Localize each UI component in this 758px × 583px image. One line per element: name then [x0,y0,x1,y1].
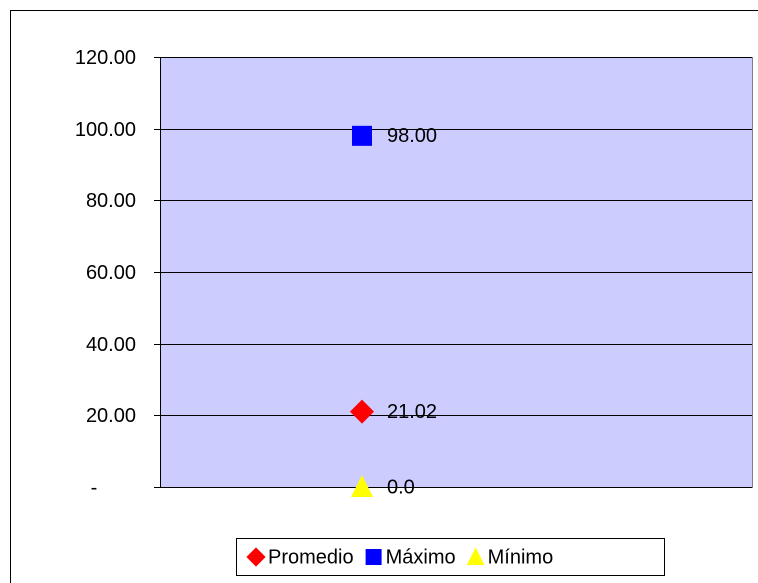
y-tick-label: - [91,477,98,499]
legend-label: Máximo [386,546,456,568]
data-point [350,399,374,424]
legend-marker [246,547,266,567]
y-tick-label: 120.00 [75,47,136,69]
y-tick-label: 20.00 [86,405,136,427]
legend-label: Promedio [268,546,354,568]
data-label: 0.0 [387,476,415,498]
y-tick-label: 100.00 [75,119,136,141]
y-tick-label: 40.00 [86,334,136,356]
legend: Promedio Máximo Mínimo [236,538,665,576]
data-label: 21.02 [387,401,437,423]
y-tick-label: 60.00 [86,262,136,284]
legend-label: Mínimo [488,546,554,568]
legend-marker [365,549,382,565]
y-tick-label: 80.00 [86,190,136,212]
data-point [352,125,372,146]
data-label: 98.00 [387,125,437,147]
data-point [351,475,373,497]
legend-box [236,538,665,576]
legend-marker [466,547,485,565]
